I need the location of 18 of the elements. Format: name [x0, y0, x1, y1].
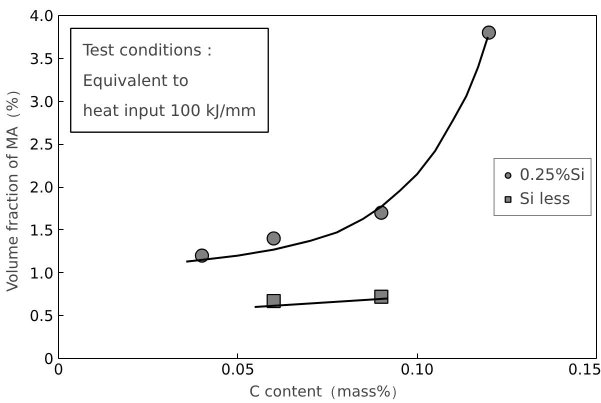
x-axis-title: C content（mass%）	[249, 382, 406, 400]
x-tick-label: 0.15	[568, 360, 601, 378]
x-tick-label: 0.05	[221, 360, 255, 378]
y-tick-label: 3.5	[30, 50, 54, 68]
y-axis-title: Volume fraction of MA（%）	[4, 82, 22, 292]
x-tick-label: 0.10	[400, 360, 434, 378]
legend-label: 0.25%Si	[520, 165, 585, 184]
annotation: heat input 100 kJ/mm	[82, 101, 256, 120]
y-tick-label: 2.0	[30, 178, 54, 196]
annotation: Equivalent to	[82, 70, 189, 90]
annotation: Test conditions：	[82, 40, 218, 60]
y-tick-label: 2.5	[30, 136, 54, 154]
y-tick-label: 3.0	[30, 92, 54, 111]
y-tick-label: 0.5	[30, 307, 54, 326]
y-tick-label: 1.5	[30, 221, 54, 240]
legend-label: Si less	[520, 189, 570, 208]
y-tick-label: 1.0	[30, 264, 54, 282]
y-tick-label: 4.0	[30, 7, 54, 25]
